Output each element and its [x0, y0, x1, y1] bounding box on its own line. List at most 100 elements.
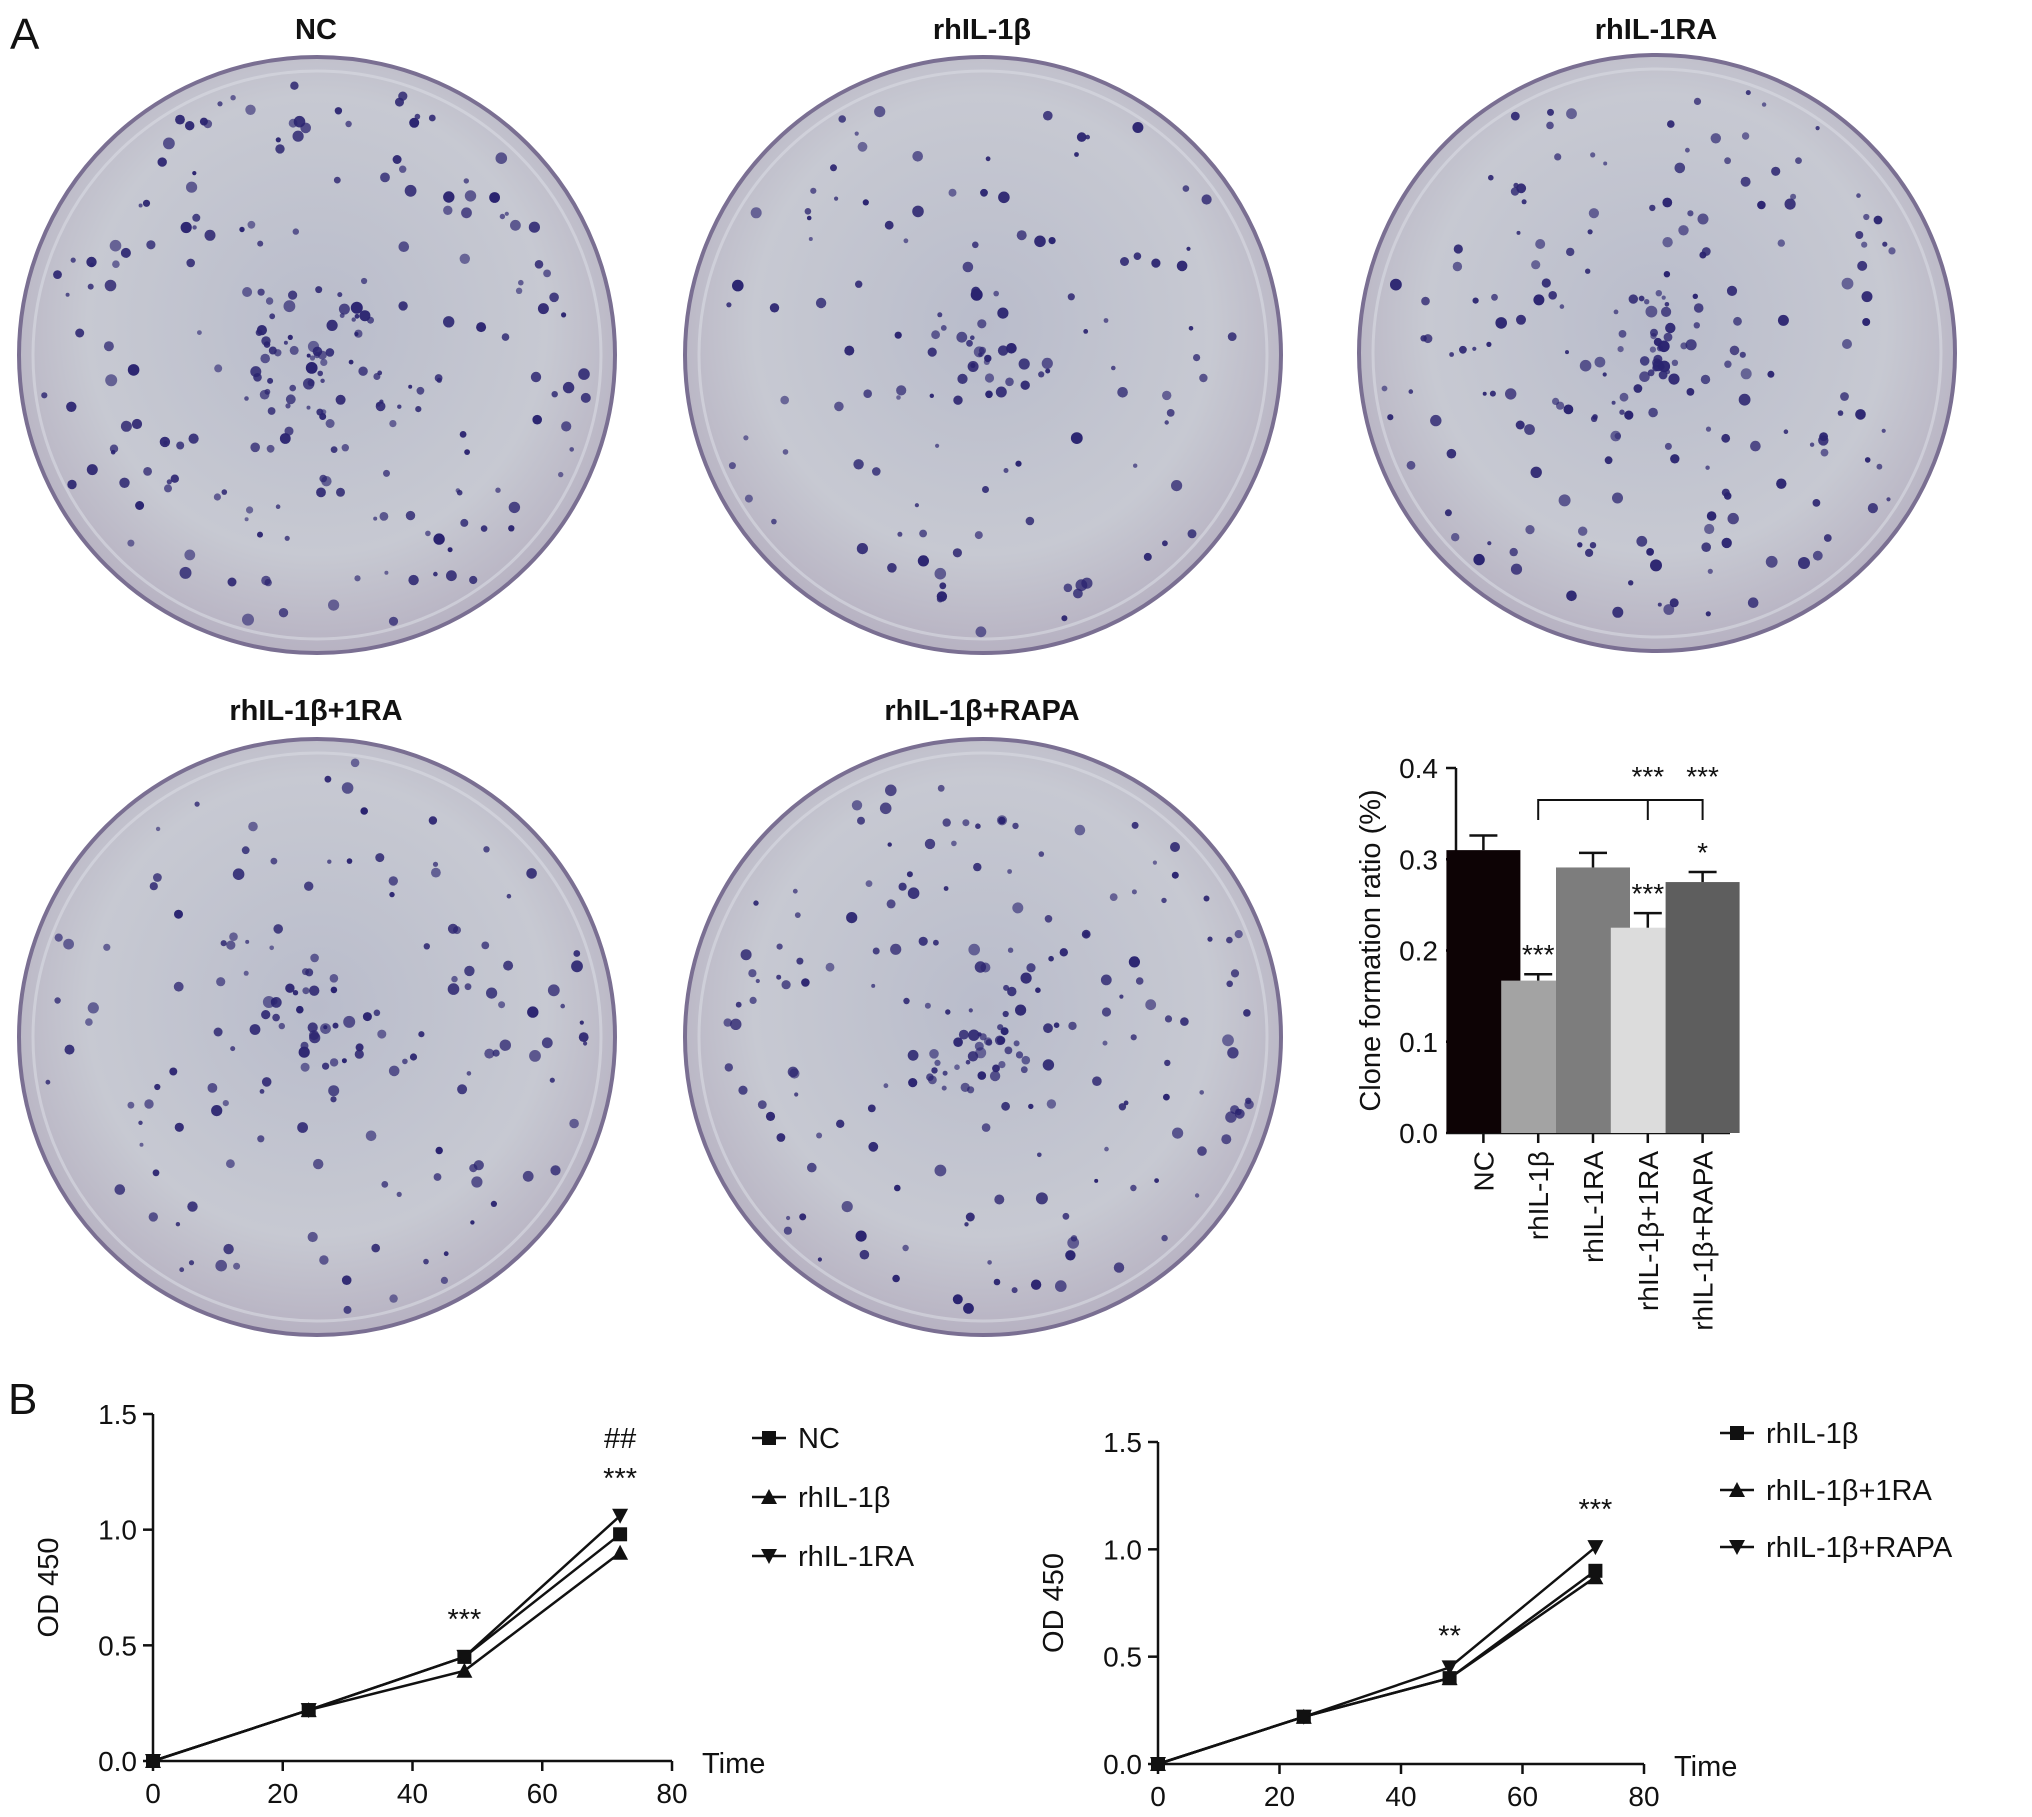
colony: [1653, 354, 1663, 364]
colony: [322, 1062, 330, 1070]
colony: [1182, 185, 1190, 192]
colony: [1701, 542, 1711, 552]
colony: [383, 469, 390, 477]
colony: [755, 978, 760, 984]
colony: [464, 983, 472, 991]
colony: [898, 882, 907, 891]
od-chart-right-x-tick-label: 40: [1385, 1781, 1416, 1812]
colony: [109, 239, 122, 252]
colony: [396, 1191, 402, 1197]
colony: [977, 319, 987, 329]
colony: [1130, 1184, 1137, 1192]
colony: [558, 471, 564, 478]
colony: [405, 510, 416, 521]
colony: [1020, 1066, 1028, 1074]
colony: [896, 385, 907, 396]
colony: [463, 178, 469, 184]
colony: [207, 1083, 218, 1093]
colony: [978, 346, 987, 354]
colony: [1590, 152, 1596, 158]
colony: [1578, 526, 1588, 536]
colony: [771, 518, 777, 525]
colony: [1842, 339, 1852, 349]
colony: [197, 330, 202, 335]
colony: [283, 340, 288, 345]
colony: [884, 220, 894, 230]
colony: [398, 301, 408, 311]
colony: [526, 868, 537, 879]
bar-bracket-significance-label: ***: [1631, 761, 1664, 792]
colony: [732, 279, 744, 292]
colony: [377, 370, 383, 376]
colony: [1882, 241, 1888, 247]
colony: [503, 960, 514, 971]
colony: [1227, 1047, 1239, 1059]
colony: [903, 238, 909, 244]
colony: [1201, 194, 1212, 205]
colony: [415, 406, 422, 413]
bar-y-tick-label: 0.0: [1399, 1118, 1438, 1149]
colony: [155, 826, 161, 832]
colony: [753, 900, 759, 906]
colony: [1176, 260, 1188, 272]
colony: [1131, 821, 1139, 829]
colony: [723, 1018, 732, 1027]
colony: [998, 1061, 1006, 1069]
colony: [1065, 1250, 1076, 1261]
colony: [1739, 351, 1746, 358]
colony: [1701, 247, 1711, 256]
colony: [1861, 241, 1868, 248]
colony: [423, 1258, 429, 1265]
colony: [872, 467, 881, 476]
colony: [325, 348, 335, 357]
colony: [284, 535, 290, 541]
colony: [381, 1181, 389, 1188]
od-chart-right-x-tick-label: 20: [1264, 1781, 1295, 1812]
colony: [846, 912, 858, 924]
colony: [375, 853, 385, 863]
colony: [874, 106, 886, 118]
colony: [304, 881, 314, 891]
colony: [1761, 102, 1767, 107]
colony: [967, 361, 979, 372]
colony: [786, 1215, 791, 1221]
colony: [998, 816, 1006, 825]
colony: [1207, 936, 1213, 942]
colony: [1650, 333, 1657, 340]
colony: [163, 137, 175, 150]
colony: [1135, 977, 1144, 985]
colony: [247, 220, 256, 229]
colony: [1111, 365, 1116, 371]
colony: [1005, 377, 1014, 387]
colony: [354, 313, 360, 319]
colony: [1012, 902, 1024, 914]
colony: [528, 221, 541, 233]
colony: [1035, 1192, 1048, 1205]
colony: [1888, 247, 1896, 255]
colony: [975, 626, 987, 638]
colony: [257, 240, 264, 247]
colony: [285, 394, 296, 405]
colony: [1486, 341, 1492, 347]
colony: [54, 933, 63, 942]
colony: [1495, 317, 1507, 329]
colony: [1604, 456, 1613, 465]
colony: [1012, 822, 1019, 830]
colony: [131, 418, 143, 430]
colony: [354, 331, 359, 337]
colony: [127, 1101, 135, 1109]
colony: [1710, 133, 1722, 144]
colony: [510, 219, 521, 231]
colony: [451, 975, 458, 983]
colony: [867, 1104, 876, 1113]
colony: [1013, 1040, 1020, 1047]
colony: [1855, 231, 1864, 239]
colony: [1515, 420, 1525, 430]
colony: [1092, 1076, 1102, 1086]
od-chart-left-x-axis-label: Time: [702, 1748, 765, 1780]
colony: [242, 613, 254, 626]
colony: [543, 269, 551, 278]
colony: [75, 328, 85, 338]
colony: [379, 512, 389, 521]
colony: [213, 493, 221, 501]
